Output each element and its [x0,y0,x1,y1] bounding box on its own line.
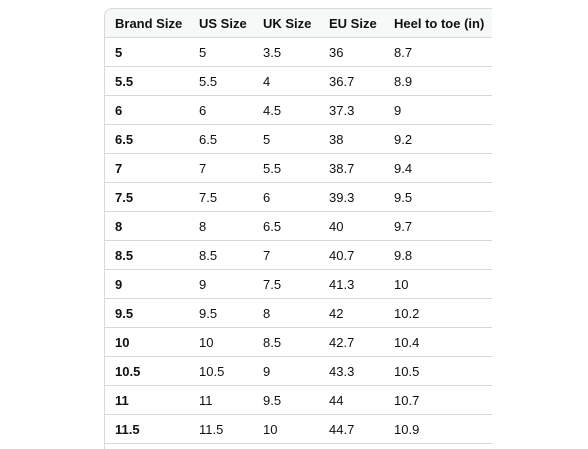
cell-heel-to-toe: 8.9 [384,66,492,96]
cell-heel-to-toe: 10.5 [384,356,492,386]
cell-uk-size: 7 [253,240,319,270]
cell-eu-size: 36 [319,37,384,67]
cell-brand-size: 5.5 [105,66,189,96]
cell-brand-size: 8.5 [105,240,189,270]
table-row: 11.5 11.5 10 44.7 10.9 [105,414,492,444]
table-row: 10.5 10.5 9 43.3 10.5 [105,356,492,386]
cell-uk-size: 8.5 [253,327,319,357]
cell-heel-to-toe: 10.9 [384,414,492,444]
table-row: 6.5 6.5 5 38 9.2 [105,124,492,154]
cell-brand-size: 8 [105,211,189,241]
cell-eu-size: 38.7 [319,153,384,183]
table-row: 5 5 3.5 36 8.7 [105,37,492,67]
table-header-row: Brand Size US Size UK Size EU Size Heel … [105,9,492,38]
cell-eu-size: 41.3 [319,269,384,299]
cell-brand-size: 5 [105,37,189,67]
cell-uk-size: 7.5 [253,269,319,299]
header-us-size: US Size [189,9,253,38]
cell-heel-to-toe: 9.5 [384,182,492,212]
cell-uk-size: 5.5 [253,153,319,183]
table-row: 11 11 9.5 44 10.7 [105,385,492,415]
cell-us-size: 9 [189,269,253,299]
cell-eu-size: 40 [319,211,384,241]
cell-eu-size: 42.7 [319,327,384,357]
cell-eu-size: 40.7 [319,240,384,270]
cell-us-size: 5 [189,37,253,67]
cell-heel-to-toe: 9 [384,95,492,125]
cell-brand-size: 10.5 [105,356,189,386]
cell-eu-size: 44.7 [319,414,384,444]
cell-brand-size: 10 [105,327,189,357]
cell-uk-size: 3.5 [253,37,319,67]
header-uk-size: UK Size [253,9,319,38]
cell-us-size: 7 [189,153,253,183]
header-brand-size: Brand Size [105,9,189,38]
cell-brand-size: 11.5 [105,414,189,444]
cell-us-size: 8 [189,211,253,241]
cell-eu-size: 37.3 [319,95,384,125]
cell-heel-to-toe: 10.7 [384,385,492,415]
cell-us-size: 7.5 [189,182,253,212]
cell-uk-size: 9.5 [253,385,319,415]
cell-us-size: 10 [189,327,253,357]
cell-uk-size: 8 [253,298,319,328]
cell-heel-to-toe: 9.2 [384,124,492,154]
size-chart-table-container: Brand Size US Size UK Size EU Size Heel … [104,8,492,449]
cell-brand-size: 11 [105,385,189,415]
cell-us-size: 9.5 [189,298,253,328]
cell-uk-size: 4 [253,66,319,96]
cell-heel-to-toe: 9.7 [384,211,492,241]
cell-brand-size: 7.5 [105,182,189,212]
cell-heel-to-toe: 9.8 [384,240,492,270]
cell-brand-size: 9.5 [105,298,189,328]
table-row: 7.5 7.5 6 39.3 9.5 [105,182,492,212]
table-row: 8 8 6.5 40 9.7 [105,211,492,241]
cell-eu-size: 36.7 [319,66,384,96]
cell-heel-to-toe: 9.4 [384,153,492,183]
cell-eu-size: 39.3 [319,182,384,212]
cell-heel-to-toe: 10.4 [384,327,492,357]
cell-eu-size: 44 [319,385,384,415]
cell-uk-size: 9 [253,356,319,386]
cell-heel-to-toe: 8.7 [384,37,492,67]
cell-eu-size: 43.3 [319,356,384,386]
cell-uk-size: 6.5 [253,211,319,241]
cell-uk-size: 6 [253,182,319,212]
size-chart-table: Brand Size US Size UK Size EU Size Heel … [105,9,492,444]
cell-us-size: 11 [189,385,253,415]
cell-brand-size: 6.5 [105,124,189,154]
table-row: 9.5 9.5 8 42 10.2 [105,298,492,328]
cell-us-size: 6 [189,95,253,125]
cell-heel-to-toe: 10.2 [384,298,492,328]
table-row: 7 7 5.5 38.7 9.4 [105,153,492,183]
table-row: 6 6 4.5 37.3 9 [105,95,492,125]
cell-uk-size: 10 [253,414,319,444]
cell-brand-size: 6 [105,95,189,125]
cell-eu-size: 38 [319,124,384,154]
cell-us-size: 10.5 [189,356,253,386]
table-row: 5.5 5.5 4 36.7 8.9 [105,66,492,96]
table-row: 8.5 8.5 7 40.7 9.8 [105,240,492,270]
table-row: 10 10 8.5 42.7 10.4 [105,327,492,357]
header-eu-size: EU Size [319,9,384,38]
cell-uk-size: 4.5 [253,95,319,125]
table-row: 9 9 7.5 41.3 10 [105,269,492,299]
header-heel-to-toe: Heel to toe (in) [384,9,492,38]
cell-heel-to-toe: 10 [384,269,492,299]
cell-us-size: 6.5 [189,124,253,154]
cell-brand-size: 7 [105,153,189,183]
cell-us-size: 11.5 [189,414,253,444]
table-body: 5 5 3.5 36 8.7 5.5 5.5 4 36.7 8.9 6 6 4.… [105,37,492,444]
cell-eu-size: 42 [319,298,384,328]
cell-brand-size: 9 [105,269,189,299]
cell-us-size: 8.5 [189,240,253,270]
cell-us-size: 5.5 [189,66,253,96]
cell-uk-size: 5 [253,124,319,154]
